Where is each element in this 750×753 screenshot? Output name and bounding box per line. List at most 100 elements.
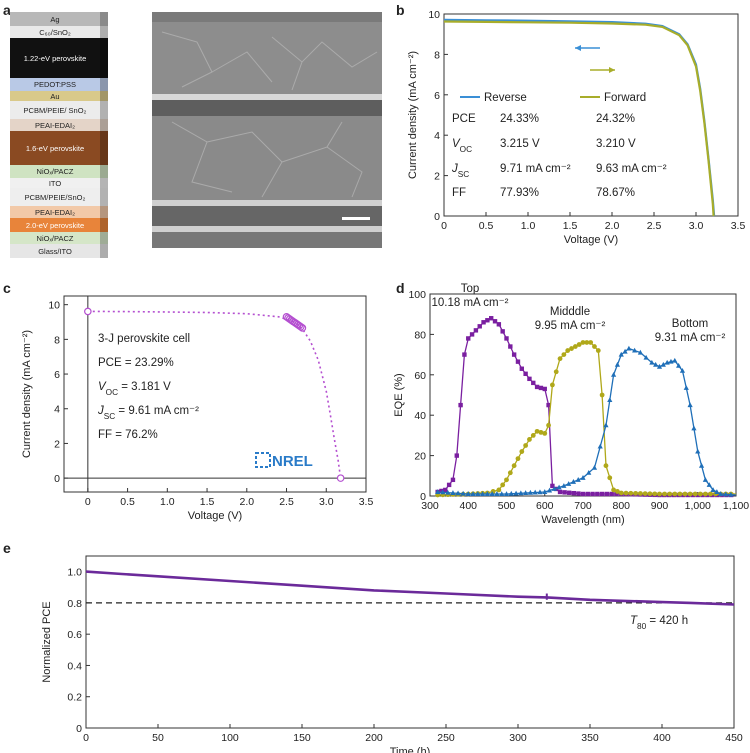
data-point bbox=[609, 491, 614, 497]
y-tick-label: 40 bbox=[414, 410, 426, 422]
panel-letter-a: a bbox=[3, 2, 11, 18]
data-point bbox=[469, 332, 475, 337]
x-tick-label: 1.0 bbox=[521, 220, 536, 232]
data-point bbox=[546, 487, 553, 493]
data-point bbox=[698, 462, 705, 468]
y-tick-label: 0 bbox=[76, 723, 82, 735]
data-point bbox=[710, 487, 716, 492]
chart-d: 300 400 500 600 700 800 900 1,000 1,100 0 20 40 60 80… bbox=[393, 283, 749, 526]
data-point bbox=[618, 490, 624, 496]
stack-layer: PEDOT:PSS bbox=[10, 78, 108, 91]
data-point bbox=[538, 429, 544, 435]
table-cell-reverse: 3.215 V bbox=[500, 138, 540, 150]
x-tick-label: 3.5 bbox=[731, 220, 746, 232]
data-point bbox=[653, 361, 659, 367]
data-point bbox=[672, 357, 678, 363]
x-tick-label: 3.0 bbox=[319, 496, 334, 508]
x-tick-label: 900 bbox=[651, 500, 669, 512]
data-point bbox=[446, 482, 452, 488]
data-point bbox=[642, 491, 648, 497]
y-tick-label: 0 bbox=[54, 473, 60, 485]
micrograph-texture bbox=[152, 12, 382, 248]
y-tick-label: 60 bbox=[414, 370, 426, 382]
table-cell-forward: 9.63 mA cm⁻² bbox=[596, 163, 667, 175]
series-name-label: Bottom bbox=[672, 318, 708, 330]
data-point bbox=[623, 490, 629, 496]
data-point bbox=[518, 490, 524, 496]
plot-frame bbox=[63, 295, 367, 493]
data-point bbox=[588, 340, 594, 345]
data-point bbox=[503, 491, 510, 496]
data-point bbox=[682, 491, 688, 497]
y-axis-label: Current density (mA cm⁻²) bbox=[407, 51, 419, 179]
data-point bbox=[691, 425, 697, 431]
y-tick-label: 8 bbox=[54, 334, 60, 346]
data-point bbox=[611, 487, 616, 493]
data-point bbox=[546, 422, 551, 428]
plot-frame bbox=[85, 555, 735, 729]
x-tick-label: 0 bbox=[83, 732, 89, 744]
data-point bbox=[695, 448, 701, 454]
series-line bbox=[437, 341, 736, 496]
x-axis-label: Voltage (V) bbox=[188, 510, 242, 522]
series-name-label: Top bbox=[461, 283, 480, 295]
x-tick-label: 1,000 bbox=[685, 500, 711, 512]
stack-layer: PEAI-EDAI₂ bbox=[10, 119, 108, 131]
jsc-point bbox=[84, 307, 92, 316]
y-tick-label: 2 bbox=[54, 438, 60, 450]
panel-letter-e: e bbox=[3, 540, 11, 556]
x-tick-label: 0 bbox=[441, 220, 447, 232]
x-tick-label: 350 bbox=[581, 732, 599, 744]
panel-letter-b: b bbox=[396, 2, 405, 18]
y-tick-label: 6 bbox=[54, 369, 60, 381]
data-point bbox=[656, 363, 663, 369]
y-tick-label: 0.8 bbox=[67, 598, 82, 610]
data-point bbox=[575, 477, 581, 482]
data-point bbox=[532, 489, 538, 495]
data-point bbox=[538, 385, 544, 391]
table-cell-forward: 78.67% bbox=[596, 187, 635, 199]
t80-annotation: T80 = 420 h bbox=[630, 615, 688, 631]
stack-layer: PCBM/PEIE/ SnO₂ bbox=[10, 101, 108, 119]
data-point bbox=[604, 491, 610, 497]
data-point bbox=[687, 402, 693, 408]
x-tick-label: 0.5 bbox=[120, 496, 135, 508]
x-tick-label: 600 bbox=[536, 500, 554, 512]
stack-layer: NiOₓ/PACZ bbox=[10, 232, 108, 244]
y-axis-label: Current density (mA cm⁻²) bbox=[21, 330, 33, 458]
x-tick-label: 100 bbox=[221, 732, 239, 744]
table-row-label: JSC bbox=[451, 163, 469, 179]
plot-frame bbox=[443, 13, 739, 217]
stack-layer: 2.0-eV perovskite bbox=[10, 218, 108, 232]
data-point bbox=[585, 491, 590, 497]
x-tick-label: 0.5 bbox=[479, 220, 494, 232]
data-point bbox=[599, 392, 605, 398]
data-point bbox=[569, 346, 574, 351]
data-point bbox=[508, 490, 514, 496]
x-tick-label: 3.0 bbox=[689, 220, 704, 232]
data-point bbox=[632, 347, 638, 353]
data-point bbox=[494, 491, 500, 496]
data-point bbox=[489, 491, 495, 496]
data-point bbox=[595, 491, 600, 497]
nrel-logo-text: NREL bbox=[272, 453, 313, 470]
data-point bbox=[614, 361, 621, 367]
data-point bbox=[603, 463, 609, 469]
data-point bbox=[576, 491, 581, 496]
stack-layer: Ag bbox=[10, 12, 108, 26]
x-tick-label: 400 bbox=[459, 500, 477, 512]
data-point bbox=[566, 481, 572, 486]
data-point bbox=[561, 352, 567, 357]
stack-layer: Glass/ITO bbox=[10, 244, 108, 258]
data-point bbox=[450, 477, 456, 483]
data-point bbox=[580, 475, 586, 480]
data-point bbox=[703, 491, 708, 497]
cell-voc: VOC = 3.181 V bbox=[98, 381, 171, 397]
data-point bbox=[614, 491, 619, 497]
data-point bbox=[473, 328, 479, 333]
data-point bbox=[584, 340, 590, 345]
data-point bbox=[542, 489, 548, 494]
data-point bbox=[511, 352, 517, 357]
cell-jsc: JSC = 9.61 mA cm⁻² bbox=[97, 405, 199, 421]
data-point bbox=[298, 324, 307, 332]
